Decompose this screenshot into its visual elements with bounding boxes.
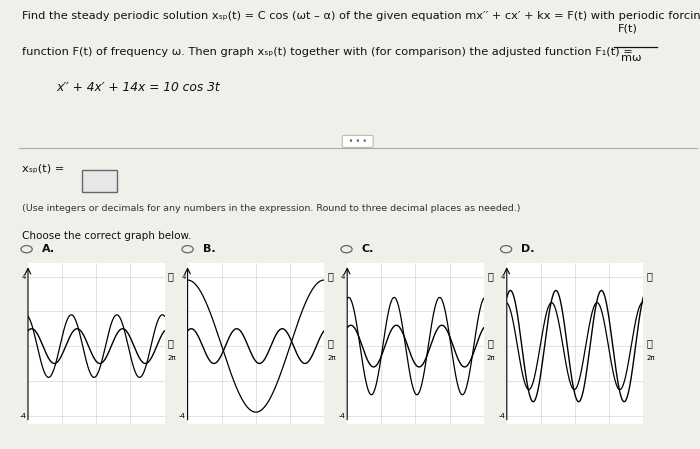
Text: 🔍: 🔍	[168, 339, 174, 348]
Text: 🔍: 🔍	[487, 339, 493, 348]
Text: 🔍: 🔍	[168, 272, 174, 282]
Text: (Use integers or decimals for any numbers in the expression. Round to three deci: (Use integers or decimals for any number…	[22, 204, 521, 213]
Text: B.: B.	[203, 244, 216, 254]
Text: -4: -4	[20, 413, 27, 418]
Text: xₛₚ(t) =: xₛₚ(t) =	[22, 164, 64, 174]
Text: 🔍: 🔍	[487, 272, 493, 282]
Text: 🔍: 🔍	[647, 272, 652, 282]
Text: 4: 4	[22, 273, 27, 280]
Text: function F(t) of frequency ω. Then graph xₛₚ(t) together with (for comparison) t: function F(t) of frequency ω. Then graph…	[22, 47, 633, 57]
Text: -4: -4	[498, 413, 505, 418]
Text: 🔍: 🔍	[647, 339, 652, 348]
Text: C.: C.	[362, 244, 375, 254]
Text: A.: A.	[42, 244, 55, 254]
Text: 🔍: 🔍	[328, 339, 333, 348]
Text: -4: -4	[339, 413, 346, 418]
Text: F(t): F(t)	[618, 24, 638, 34]
Text: 4: 4	[500, 273, 505, 280]
Text: 2π: 2π	[647, 355, 655, 361]
Text: 2π: 2π	[487, 355, 496, 361]
Text: 2π: 2π	[168, 355, 176, 361]
Text: Find the steady periodic solution xₛₚ(t) = C cos (ωt – α) of the given equation : Find the steady periodic solution xₛₚ(t)…	[22, 11, 700, 21]
Text: 4: 4	[341, 273, 346, 280]
Text: D.: D.	[522, 244, 535, 254]
Text: 🔍: 🔍	[328, 272, 333, 282]
Text: • • •: • • •	[344, 137, 372, 146]
Text: -4: -4	[179, 413, 186, 418]
Text: Choose the correct graph below.: Choose the correct graph below.	[22, 231, 192, 241]
Text: 4: 4	[181, 273, 186, 280]
FancyBboxPatch shape	[82, 170, 117, 192]
Text: 2π: 2π	[328, 355, 336, 361]
Text: mω: mω	[622, 53, 642, 63]
Text: x′′ + 4x′ + 14x = 10 cos 3t: x′′ + 4x′ + 14x = 10 cos 3t	[57, 81, 220, 94]
